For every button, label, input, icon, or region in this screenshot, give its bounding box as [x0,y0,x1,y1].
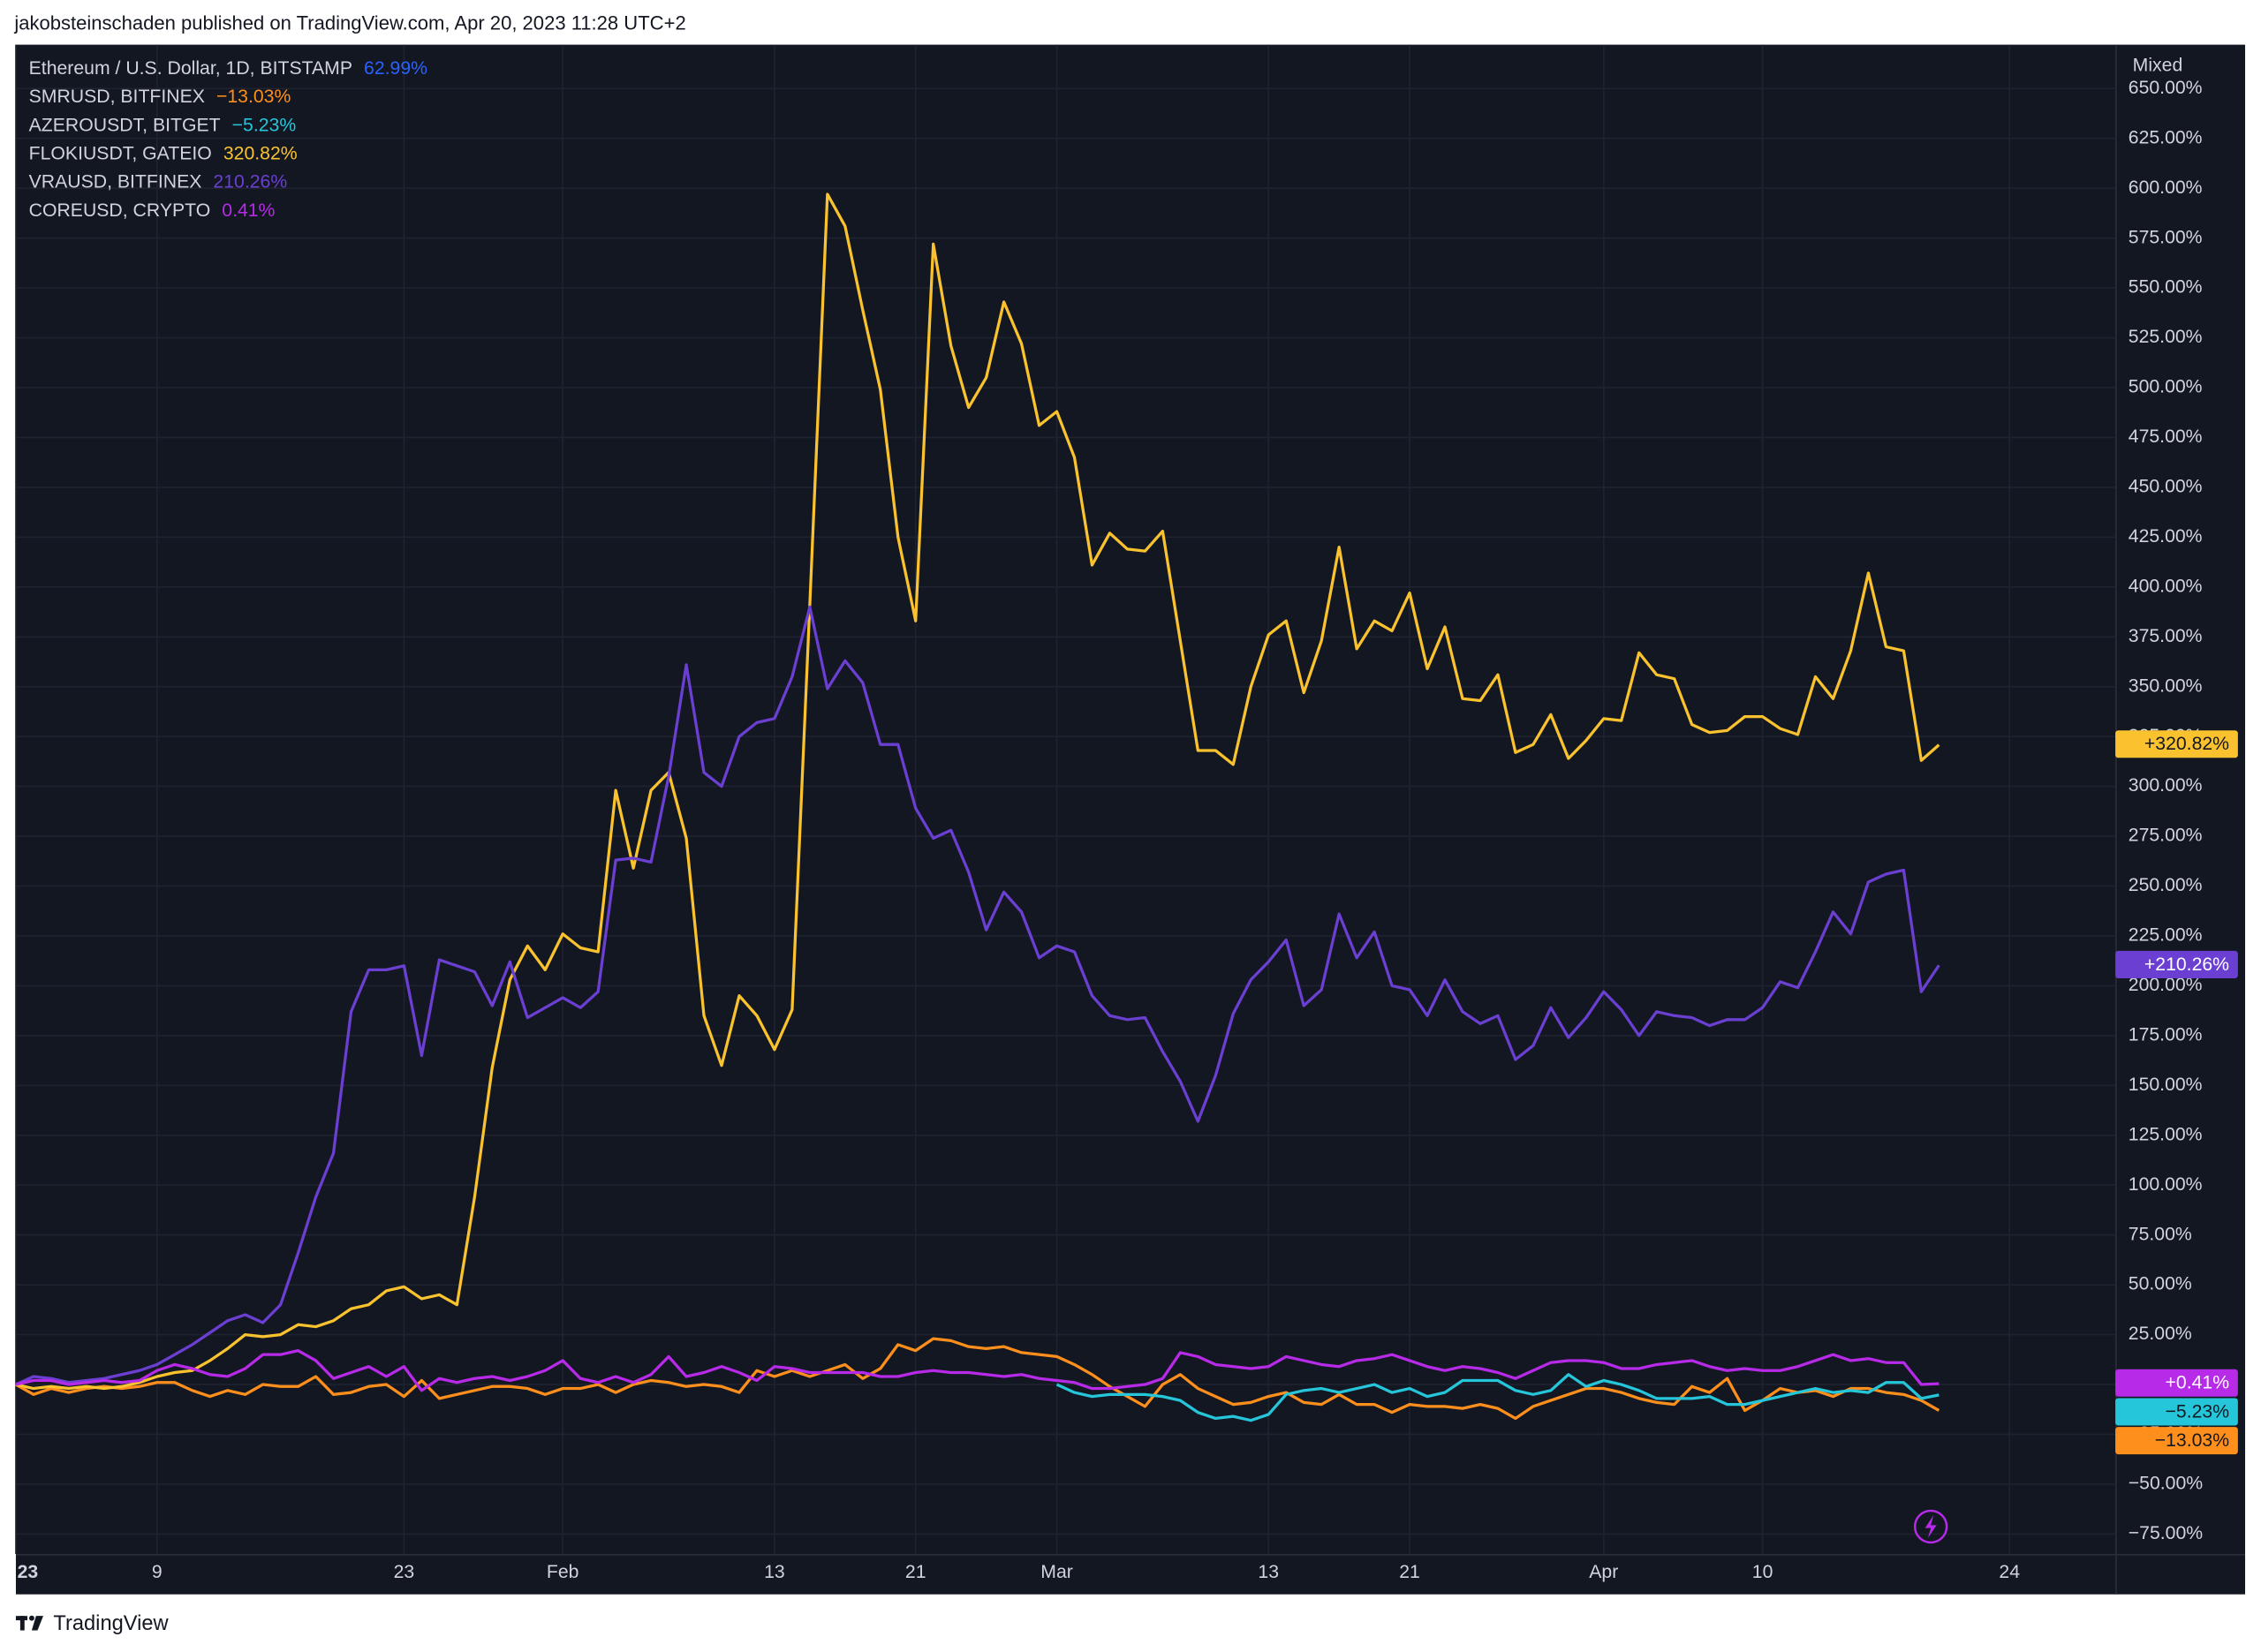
y-tick-label: 250.00% [2129,875,2203,895]
price-tag [2115,730,2238,758]
price-tag-label: −5.23% [2166,1401,2230,1422]
legend-value: 62.99% [364,58,427,79]
y-tick-label: 375.00% [2129,626,2203,646]
price-tag-label: −13.03% [2155,1430,2229,1451]
x-tick-label: 24 [1999,1562,2020,1582]
legend-value: 0.41% [222,200,275,221]
y-tick-label: 550.00% [2129,277,2203,298]
y-tick-label: 650.00% [2129,78,2203,98]
axes: −75.00%−50.00%−25.00%0.00%25.00%50.00%75… [18,78,2204,1582]
legend-name: COREUSD, CRYPTO [29,200,211,221]
x-tick-label: 23 [394,1562,415,1582]
legend-value: 320.82% [223,143,298,163]
y-tick-label: 300.00% [2129,775,2203,796]
series-line [15,192,1940,1391]
x-tick-label: 21 [905,1562,926,1582]
price-tag-label: +320.82% [2144,734,2229,754]
y-tick-label: 425.00% [2129,526,2203,547]
y-tick-label: 50.00% [2129,1274,2192,1294]
y-tick-label: 275.00% [2129,826,2203,846]
legend-value: −5.23% [232,115,297,135]
x-tick-label: 13 [764,1562,785,1582]
brand: TradingView [53,1612,169,1635]
price-tags: +320.82% +210.26% +0.41% −5.23% −13.03% [2115,730,2238,1455]
grid [15,44,2116,1554]
x-tick-label: Feb [547,1562,579,1582]
price-tag-label: +210.26% [2144,954,2229,975]
series-line [15,605,1940,1386]
y-tick-label: 625.00% [2129,127,2203,147]
x-tick-label: Apr [1589,1562,1618,1582]
series-line [1055,1373,1940,1422]
y-tick-label: 500.00% [2129,377,2203,397]
scale-mode: Mixed [2133,56,2183,76]
y-tick-label: 525.00% [2129,327,2203,347]
y-tick-label: 350.00% [2129,675,2203,696]
plot-lines [15,192,1940,1422]
x-tick-label: 21 [1399,1562,1420,1582]
price-tag [2115,1369,2238,1397]
y-tick-label: 575.00% [2129,227,2203,247]
legend-value: −13.03% [216,87,291,107]
y-tick-label: 100.00% [2129,1174,2203,1195]
y-tick-label: 75.00% [2129,1224,2192,1244]
y-tick-label: 450.00% [2129,477,2203,497]
x-tick-label: Mar [1040,1562,1073,1582]
legend-name: VRAUSD, BITFINEX [29,172,202,192]
y-tick-label: 200.00% [2129,975,2203,995]
x-tick-label: 9 [152,1562,163,1582]
x-tick-label: 13 [1258,1562,1279,1582]
legend-name: FLOKIUSDT, GATEIO [29,143,212,163]
x-tick-label: 23 [18,1562,39,1582]
y-tick-label: 225.00% [2129,925,2203,946]
bolt-icon [1913,1509,1948,1544]
y-tick-label: 400.00% [2129,576,2203,596]
y-tick-label: 600.00% [2129,177,2203,198]
y-tick-label: 175.00% [2129,1024,2203,1045]
y-tick-label: 475.00% [2129,426,2203,447]
series-line [15,1337,1940,1421]
y-tick-label: −50.00% [2129,1474,2203,1494]
legend-name: Ethereum / U.S. Dollar, 1D, BITSTAMP [29,58,352,79]
x-tick-label: 10 [1752,1562,1773,1582]
y-tick-label: 25.00% [2129,1324,2192,1344]
header: jakobsteinschaden published on TradingVi… [13,12,685,34]
brand-logo [15,1615,43,1631]
y-tick-label: 125.00% [2129,1124,2203,1144]
y-tick-label: −75.00% [2129,1523,2203,1543]
legend-name: SMRUSD, BITFINEX [29,87,205,107]
series-line [15,1349,1940,1392]
legend-value: 210.26% [213,172,287,192]
price-tag-label: +0.41% [2166,1373,2230,1393]
legend: Ethereum / U.S. Dollar, 1D, BITSTAMP 62.9… [29,58,427,221]
y-tick-label: 150.00% [2129,1075,2203,1095]
chart-panel [15,44,2246,1595]
legend-name: AZEROUSDT, BITGET [29,115,221,135]
price-tag [2115,1427,2238,1455]
price-tag [2115,950,2238,978]
price-tag [2115,1398,2238,1426]
